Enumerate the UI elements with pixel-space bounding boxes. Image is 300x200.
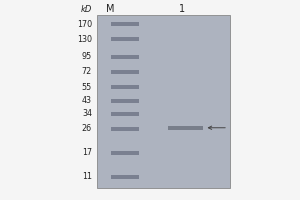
Text: 95: 95 — [82, 52, 92, 61]
Bar — [167, 126, 202, 130]
Bar — [97, 15, 230, 188]
Bar — [111, 127, 139, 131]
Bar — [111, 112, 139, 116]
Bar — [111, 175, 139, 179]
Text: 43: 43 — [82, 96, 92, 105]
Text: 34: 34 — [82, 109, 92, 118]
Text: 11: 11 — [82, 172, 92, 181]
Bar — [111, 55, 139, 59]
Text: 1: 1 — [179, 4, 185, 14]
Bar — [111, 37, 139, 41]
Text: M: M — [106, 4, 114, 14]
Bar — [111, 70, 139, 74]
Text: 26: 26 — [82, 124, 92, 133]
Text: 55: 55 — [82, 83, 92, 92]
Text: 170: 170 — [77, 20, 92, 29]
Bar — [111, 22, 139, 26]
Text: 17: 17 — [82, 148, 92, 157]
Text: 72: 72 — [82, 67, 92, 76]
Text: 130: 130 — [77, 35, 92, 44]
Bar — [111, 85, 139, 89]
Text: kD: kD — [81, 4, 92, 14]
Bar — [111, 151, 139, 155]
Bar — [111, 99, 139, 103]
